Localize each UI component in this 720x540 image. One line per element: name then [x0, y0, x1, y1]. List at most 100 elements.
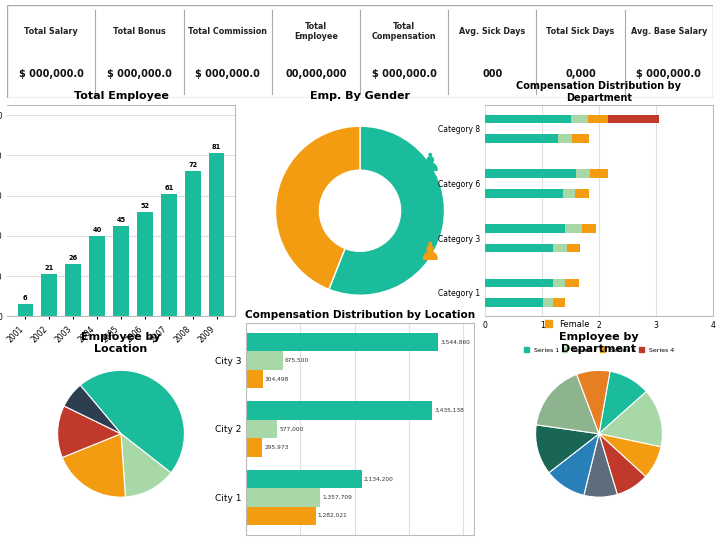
Text: Avg. Base Salary: Avg. Base Salary: [631, 27, 707, 36]
Text: 1,282,021: 1,282,021: [318, 513, 348, 518]
Text: 61: 61: [164, 185, 174, 191]
Bar: [485, 189, 562, 198]
Text: Total Commission: Total Commission: [188, 27, 267, 36]
Text: $ 000,000.0: $ 000,000.0: [107, 69, 172, 79]
Bar: [485, 224, 565, 233]
Bar: [42, 274, 57, 316]
Text: Total
Employee: Total Employee: [294, 22, 338, 41]
Text: 44: 44: [319, 198, 337, 211]
Wedge shape: [121, 434, 171, 497]
FancyBboxPatch shape: [7, 5, 713, 98]
Wedge shape: [536, 374, 599, 434]
Text: [VALU
E]%: [VALU E]%: [366, 208, 392, 227]
Text: 40: 40: [92, 227, 102, 233]
Bar: [543, 298, 553, 307]
Bar: [113, 226, 129, 316]
Wedge shape: [599, 392, 662, 447]
Bar: [588, 114, 608, 123]
Bar: [582, 224, 596, 233]
Bar: [246, 370, 263, 388]
Text: $ 000,000.0: $ 000,000.0: [372, 69, 436, 79]
Title: Compensation Distribution by Location: Compensation Distribution by Location: [245, 310, 475, 320]
Text: 577,000: 577,000: [279, 427, 304, 431]
Bar: [485, 279, 554, 287]
Text: 21: 21: [45, 265, 54, 271]
Wedge shape: [329, 126, 444, 295]
Bar: [590, 169, 608, 178]
Wedge shape: [58, 406, 121, 457]
Title: Employee by
Department: Employee by Department: [559, 332, 639, 354]
Text: 1,357,709: 1,357,709: [322, 495, 352, 500]
Text: Total Bonus: Total Bonus: [113, 27, 166, 36]
Title: Compensation Distribution by
Department: Compensation Distribution by Department: [516, 82, 682, 103]
Bar: [246, 352, 283, 370]
Bar: [161, 194, 176, 316]
Text: 295,973: 295,973: [264, 445, 289, 450]
Bar: [570, 114, 588, 123]
Text: ♟: ♟: [418, 152, 441, 176]
Bar: [575, 189, 589, 198]
Title: Total Employee: Total Employee: [73, 91, 168, 102]
Bar: [485, 169, 576, 178]
Wedge shape: [599, 372, 647, 434]
Text: 72: 72: [188, 163, 197, 168]
Wedge shape: [62, 434, 125, 497]
Bar: [137, 212, 153, 316]
Text: Total Sick Days: Total Sick Days: [546, 27, 615, 36]
Wedge shape: [599, 434, 661, 477]
Bar: [246, 507, 315, 525]
Text: 45: 45: [117, 217, 125, 223]
Legend: Series 1, Series 2, Series 3, Series 4: Series 1, Series 2, Series 3, Series 4: [521, 345, 677, 355]
Text: 304,498: 304,498: [265, 376, 289, 382]
Text: 3,435,138: 3,435,138: [435, 408, 464, 413]
Wedge shape: [536, 425, 599, 472]
Bar: [485, 114, 570, 123]
Bar: [554, 279, 565, 287]
Text: 3,544,860: 3,544,860: [441, 340, 470, 345]
Bar: [246, 401, 432, 420]
Wedge shape: [80, 370, 184, 473]
Bar: [246, 333, 438, 352]
Wedge shape: [577, 370, 610, 434]
Bar: [66, 264, 81, 316]
Bar: [565, 279, 579, 287]
Bar: [246, 488, 320, 507]
Title: Emp. By Gender: Emp. By Gender: [310, 91, 410, 102]
Bar: [185, 172, 201, 316]
Text: 0,000: 0,000: [565, 69, 596, 79]
Wedge shape: [549, 434, 599, 495]
Wedge shape: [64, 385, 121, 434]
Bar: [89, 236, 105, 316]
Wedge shape: [276, 126, 360, 289]
Text: $ 000,000.0: $ 000,000.0: [19, 69, 84, 79]
Bar: [485, 244, 553, 252]
Bar: [562, 189, 575, 198]
Bar: [567, 244, 580, 252]
Bar: [553, 244, 567, 252]
Wedge shape: [584, 434, 617, 497]
Text: Total
Compensation: Total Compensation: [372, 22, 436, 41]
Bar: [576, 169, 590, 178]
Bar: [246, 420, 277, 438]
Text: ♟: ♟: [418, 241, 441, 265]
Bar: [565, 224, 582, 233]
Legend: Male, Female: Male, Female: [541, 301, 593, 332]
Bar: [17, 305, 33, 316]
Text: Total Salary: Total Salary: [24, 27, 78, 36]
Bar: [246, 470, 362, 488]
Bar: [485, 298, 543, 307]
Bar: [558, 134, 572, 143]
Text: 675,500: 675,500: [285, 358, 309, 363]
Text: Avg. Sick Days: Avg. Sick Days: [459, 27, 526, 36]
Text: $ 000,000.0: $ 000,000.0: [636, 69, 701, 79]
Text: 00,000,000: 00,000,000: [285, 69, 346, 79]
Text: 26: 26: [68, 255, 78, 261]
Bar: [246, 438, 262, 457]
Text: 52: 52: [140, 202, 150, 208]
Text: 6: 6: [23, 295, 27, 301]
Text: 2,134,200: 2,134,200: [364, 476, 394, 481]
Wedge shape: [599, 434, 646, 495]
Title: Employee by
Location: Employee by Location: [81, 332, 161, 354]
Bar: [572, 134, 589, 143]
Text: 81: 81: [212, 144, 221, 150]
